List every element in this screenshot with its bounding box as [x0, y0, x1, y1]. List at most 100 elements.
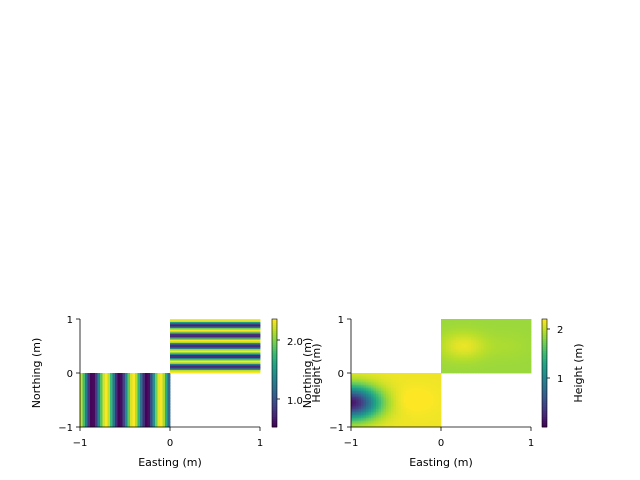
heatmap-cell-patch-1 [471, 337, 474, 339]
heatmap-cell-patch-1 [187, 365, 191, 368]
heatmap-cell-patch-1 [205, 365, 208, 368]
heatmap-cell-patch-0 [107, 385, 111, 387]
heatmap-cell-patch-0 [371, 383, 374, 386]
heatmap-cell-patch-0 [366, 421, 369, 423]
heatmap-cell-patch-0 [132, 406, 136, 408]
heatmap-cell-patch-0 [403, 401, 407, 404]
heatmap-cell-patch-1 [441, 335, 444, 338]
heatmap-cell-patch-0 [393, 421, 397, 423]
heatmap-cell-patch-0 [162, 385, 166, 387]
heatmap-cell-patch-0 [80, 418, 83, 420]
heatmap-cell-patch-0 [80, 407, 83, 410]
heatmap-cell-patch-1 [486, 356, 489, 359]
heatmap-cell-patch-0 [140, 404, 143, 407]
heatmap-cell-patch-0 [361, 374, 364, 377]
heatmap-cell-patch-0 [115, 397, 118, 399]
heatmap-cell-patch-0 [137, 407, 141, 410]
heatmap-cell-patch-0 [406, 392, 409, 395]
heatmap-cell-patch-0 [150, 388, 153, 390]
heatmap-cell-patch-1 [461, 346, 464, 348]
heatmap-cell-patch-0 [82, 404, 86, 407]
heatmap-cell-patch-1 [197, 371, 201, 374]
heatmap-cell-patch-0 [438, 401, 442, 404]
heatmap-cell-patch-0 [406, 421, 409, 423]
heatmap-cell-patch-0 [130, 394, 133, 396]
heatmap-cell-patch-0 [383, 419, 387, 422]
heatmap-cell-patch-0 [135, 385, 138, 387]
heatmap-cell-patch-1 [257, 365, 261, 368]
heatmap-cell-patch-1 [215, 356, 218, 359]
heatmap-cell-patch-0 [351, 415, 354, 417]
heatmap-cell-patch-0 [97, 406, 101, 408]
heatmap-cell-patch-1 [503, 340, 507, 342]
heatmap-cell-patch-1 [448, 371, 452, 374]
heatmap-cell-patch-1 [172, 349, 176, 351]
heatmap-cell-patch-1 [473, 361, 477, 363]
heatmap-cell-patch-0 [383, 422, 387, 425]
heatmap-cell-patch-0 [411, 418, 414, 420]
heatmap-cell-patch-0 [130, 389, 133, 392]
heatmap-cell-patch-0 [386, 388, 389, 390]
heatmap-cell-patch-0 [371, 391, 374, 393]
heatmap-cell-patch-1 [255, 353, 258, 356]
heatmap-cell-patch-0 [368, 376, 372, 378]
heatmap-cell-patch-0 [165, 416, 168, 419]
heatmap-cell-patch-1 [217, 329, 221, 332]
heatmap-cell-patch-1 [232, 349, 236, 351]
heatmap-cell-patch-1 [215, 362, 218, 365]
heatmap-cell-patch-1 [491, 340, 494, 342]
heatmap-cell-patch-0 [406, 410, 409, 413]
heatmap-cell-patch-0 [115, 425, 118, 428]
heatmap-cell-patch-1 [207, 344, 211, 347]
heatmap-cell-patch-0 [112, 425, 116, 428]
heatmap-cell-patch-0 [112, 418, 116, 420]
heatmap-cell-patch-1 [496, 323, 499, 326]
heatmap-cell-patch-0 [388, 383, 392, 386]
heatmap-cell-patch-0 [421, 389, 424, 392]
heatmap-cell-patch-1 [486, 361, 489, 363]
heatmap-cell-patch-0 [361, 412, 364, 414]
heatmap-cell-patch-1 [185, 338, 188, 341]
heatmap-cell-patch-1 [486, 368, 489, 371]
heatmap-cell-patch-0 [411, 380, 414, 383]
heatmap-cell-patch-1 [220, 340, 223, 342]
heatmap-cell-patch-0 [142, 386, 146, 389]
heatmap-cell-patch-1 [476, 371, 479, 374]
heatmap-cell-patch-0 [373, 424, 377, 426]
heatmap-cell-patch-1 [232, 367, 236, 369]
heatmap-cell-patch-0 [428, 407, 432, 410]
heatmap-cell-patch-0 [125, 386, 128, 389]
heatmap-cell-patch-1 [217, 362, 221, 365]
heatmap-cell-patch-0 [391, 392, 394, 395]
heatmap-cell-patch-1 [486, 365, 489, 368]
heatmap-cell-patch-1 [252, 356, 256, 359]
heatmap-cell-patch-1 [207, 328, 211, 330]
heatmap-cell-patch-0 [105, 385, 108, 387]
heatmap-cell-patch-0 [80, 415, 83, 417]
heatmap-cell-patch-0 [378, 374, 382, 377]
heatmap-cell-patch-1 [508, 367, 512, 369]
heatmap-cell-patch-1 [441, 350, 444, 353]
heatmap-cell-patch-0 [391, 413, 394, 416]
heatmap-cell-patch-0 [353, 386, 357, 389]
heatmap-cell-patch-1 [182, 352, 186, 354]
heatmap-cell-patch-0 [130, 409, 133, 411]
heatmap-cell-patch-0 [110, 383, 113, 386]
heatmap-cell-patch-0 [142, 425, 146, 428]
heatmap-cell-patch-0 [413, 386, 417, 389]
heatmap-cell-patch-0 [378, 413, 382, 416]
heatmap-cell-patch-0 [358, 404, 362, 407]
heatmap-cell-patch-0 [130, 416, 133, 419]
heatmap-cell-patch-1 [501, 326, 504, 329]
heatmap-cell-patch-1 [466, 356, 469, 359]
heatmap-cell-patch-1 [476, 353, 479, 356]
heatmap-cell-patch-0 [142, 419, 146, 422]
heatmap-cell-patch-1 [446, 346, 449, 348]
heatmap-cell-patch-1 [491, 358, 494, 360]
heatmap-cell-patch-0 [423, 419, 427, 422]
heatmap-cell-patch-0 [351, 422, 354, 425]
heatmap-cell-patch-1 [190, 337, 193, 339]
heatmap-cell-patch-0 [421, 395, 424, 398]
heatmap-cell-patch-1 [202, 346, 206, 348]
heatmap-cell-patch-0 [142, 380, 146, 383]
